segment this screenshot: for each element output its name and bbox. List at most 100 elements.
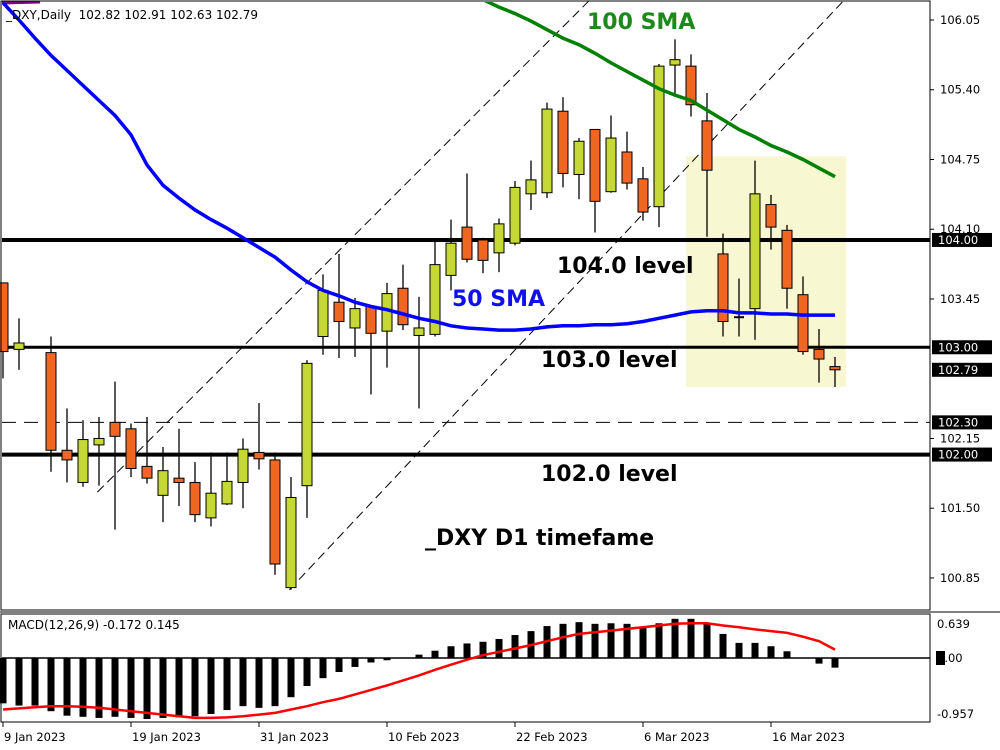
purple-ma-line xyxy=(1,0,41,5)
candle xyxy=(749,160,761,340)
macd-panel-border xyxy=(0,613,931,723)
candle xyxy=(685,54,697,117)
candle-body xyxy=(221,480,233,505)
sma100-annotation: 100 SMA xyxy=(587,10,696,35)
y-tick-label: 104.10 xyxy=(940,222,980,236)
candle-body xyxy=(397,287,409,326)
candle xyxy=(77,420,89,487)
candle xyxy=(205,452,217,527)
candle-body xyxy=(173,477,185,483)
main-panel-border xyxy=(0,0,931,611)
level104-annotation: 104.0 level xyxy=(557,254,694,279)
macd-histogram-bar xyxy=(31,658,39,706)
macd-histogram-bar xyxy=(111,658,119,717)
zero-tag-box xyxy=(936,651,945,665)
macd-histogram-bar xyxy=(591,623,599,658)
candle xyxy=(237,438,249,509)
candle-body xyxy=(189,481,201,516)
macd-histogram-bar xyxy=(159,658,167,718)
macd-name: MACD(12,26,9) xyxy=(8,618,100,632)
price-tag-label: 102.30 xyxy=(938,415,978,429)
y-tick-label: 106.05 xyxy=(940,13,980,27)
candle-body xyxy=(797,294,809,353)
level103-annotation: 103.0 level xyxy=(541,348,678,373)
macd-histogram-bar xyxy=(735,642,743,658)
level102-annotation: 102.0 level xyxy=(541,462,678,487)
candle xyxy=(621,131,633,190)
candle-body xyxy=(637,178,649,213)
macd-histogram-bar xyxy=(575,622,583,658)
sma50-annotation: 50 SMA xyxy=(452,287,546,312)
candle-body xyxy=(253,451,265,460)
y-tick-label: 105.40 xyxy=(940,83,980,97)
y-tick-label: 104.75 xyxy=(940,152,980,166)
candle-body xyxy=(77,439,89,483)
candle-body xyxy=(717,253,729,323)
candle xyxy=(813,329,825,383)
candle-body xyxy=(413,327,425,336)
x-tick-label: 16 Mar 2023 xyxy=(772,730,845,744)
trendline xyxy=(289,0,845,591)
macd-histogram-bar xyxy=(447,646,455,658)
candle-body xyxy=(365,305,377,334)
candle xyxy=(61,408,73,483)
y-tick-label: 103.45 xyxy=(940,292,980,306)
candle xyxy=(493,218,505,273)
candle-body xyxy=(589,128,601,202)
trendlines xyxy=(97,0,845,591)
candle xyxy=(605,115,617,193)
candle-body xyxy=(461,226,473,260)
sma50-line xyxy=(2,2,835,332)
macd-histogram-bar xyxy=(351,658,359,667)
candle-body xyxy=(13,342,25,350)
candle xyxy=(317,274,329,355)
chart-header: _DXY,Daily 102.82 102.91 102.63 102.79 xyxy=(6,8,258,22)
candle-body xyxy=(237,448,249,483)
macd-histogram-bar xyxy=(495,638,503,658)
price-tag-label: 104.00 xyxy=(938,233,978,247)
candle-body xyxy=(269,459,281,565)
candle-body xyxy=(349,308,361,329)
price-tag-box xyxy=(932,447,992,462)
macd-histogram-bar xyxy=(319,658,327,679)
candle xyxy=(589,128,601,233)
y-tick-label: 102.15 xyxy=(940,431,980,445)
macd-histogram-bar xyxy=(223,658,231,711)
candle xyxy=(221,452,233,505)
candle xyxy=(173,428,185,507)
candle xyxy=(701,92,713,237)
macd-panel xyxy=(0,618,930,720)
x-tick-label: 22 Feb 2023 xyxy=(516,730,588,744)
candle xyxy=(381,282,393,368)
candle xyxy=(269,452,281,575)
candle-body xyxy=(477,239,489,261)
macd-histogram-bar xyxy=(63,658,71,716)
macd-histogram-bar xyxy=(367,658,375,663)
candle-body xyxy=(205,492,217,519)
price-tag-box xyxy=(932,340,992,355)
candle xyxy=(637,167,649,221)
x-tick-label: 9 Jan 2023 xyxy=(4,730,66,744)
candle xyxy=(653,63,665,228)
macd-histogram-bar xyxy=(239,658,247,707)
candle xyxy=(253,403,265,470)
candle-body xyxy=(605,137,617,193)
macd-histogram-bar xyxy=(687,618,695,658)
candle-body xyxy=(301,362,313,487)
candle-body xyxy=(493,223,505,254)
candle xyxy=(461,173,473,263)
macd-histogram-bar xyxy=(607,623,615,658)
macd-histogram-bar xyxy=(511,635,519,658)
macd-histogram-bar xyxy=(0,658,7,704)
macd-histogram-bar xyxy=(463,643,471,658)
ohlc-values: 102.82 102.91 102.63 102.79 xyxy=(78,8,259,22)
macd-histogram-bar xyxy=(303,658,311,686)
candle-body xyxy=(557,110,569,174)
candle-body xyxy=(429,264,441,335)
macd-histogram-bar xyxy=(191,658,199,717)
macd-histogram-bar xyxy=(335,658,343,672)
candle-body xyxy=(509,186,521,244)
candle-body xyxy=(317,289,329,338)
macd-histogram-bar xyxy=(95,658,103,718)
